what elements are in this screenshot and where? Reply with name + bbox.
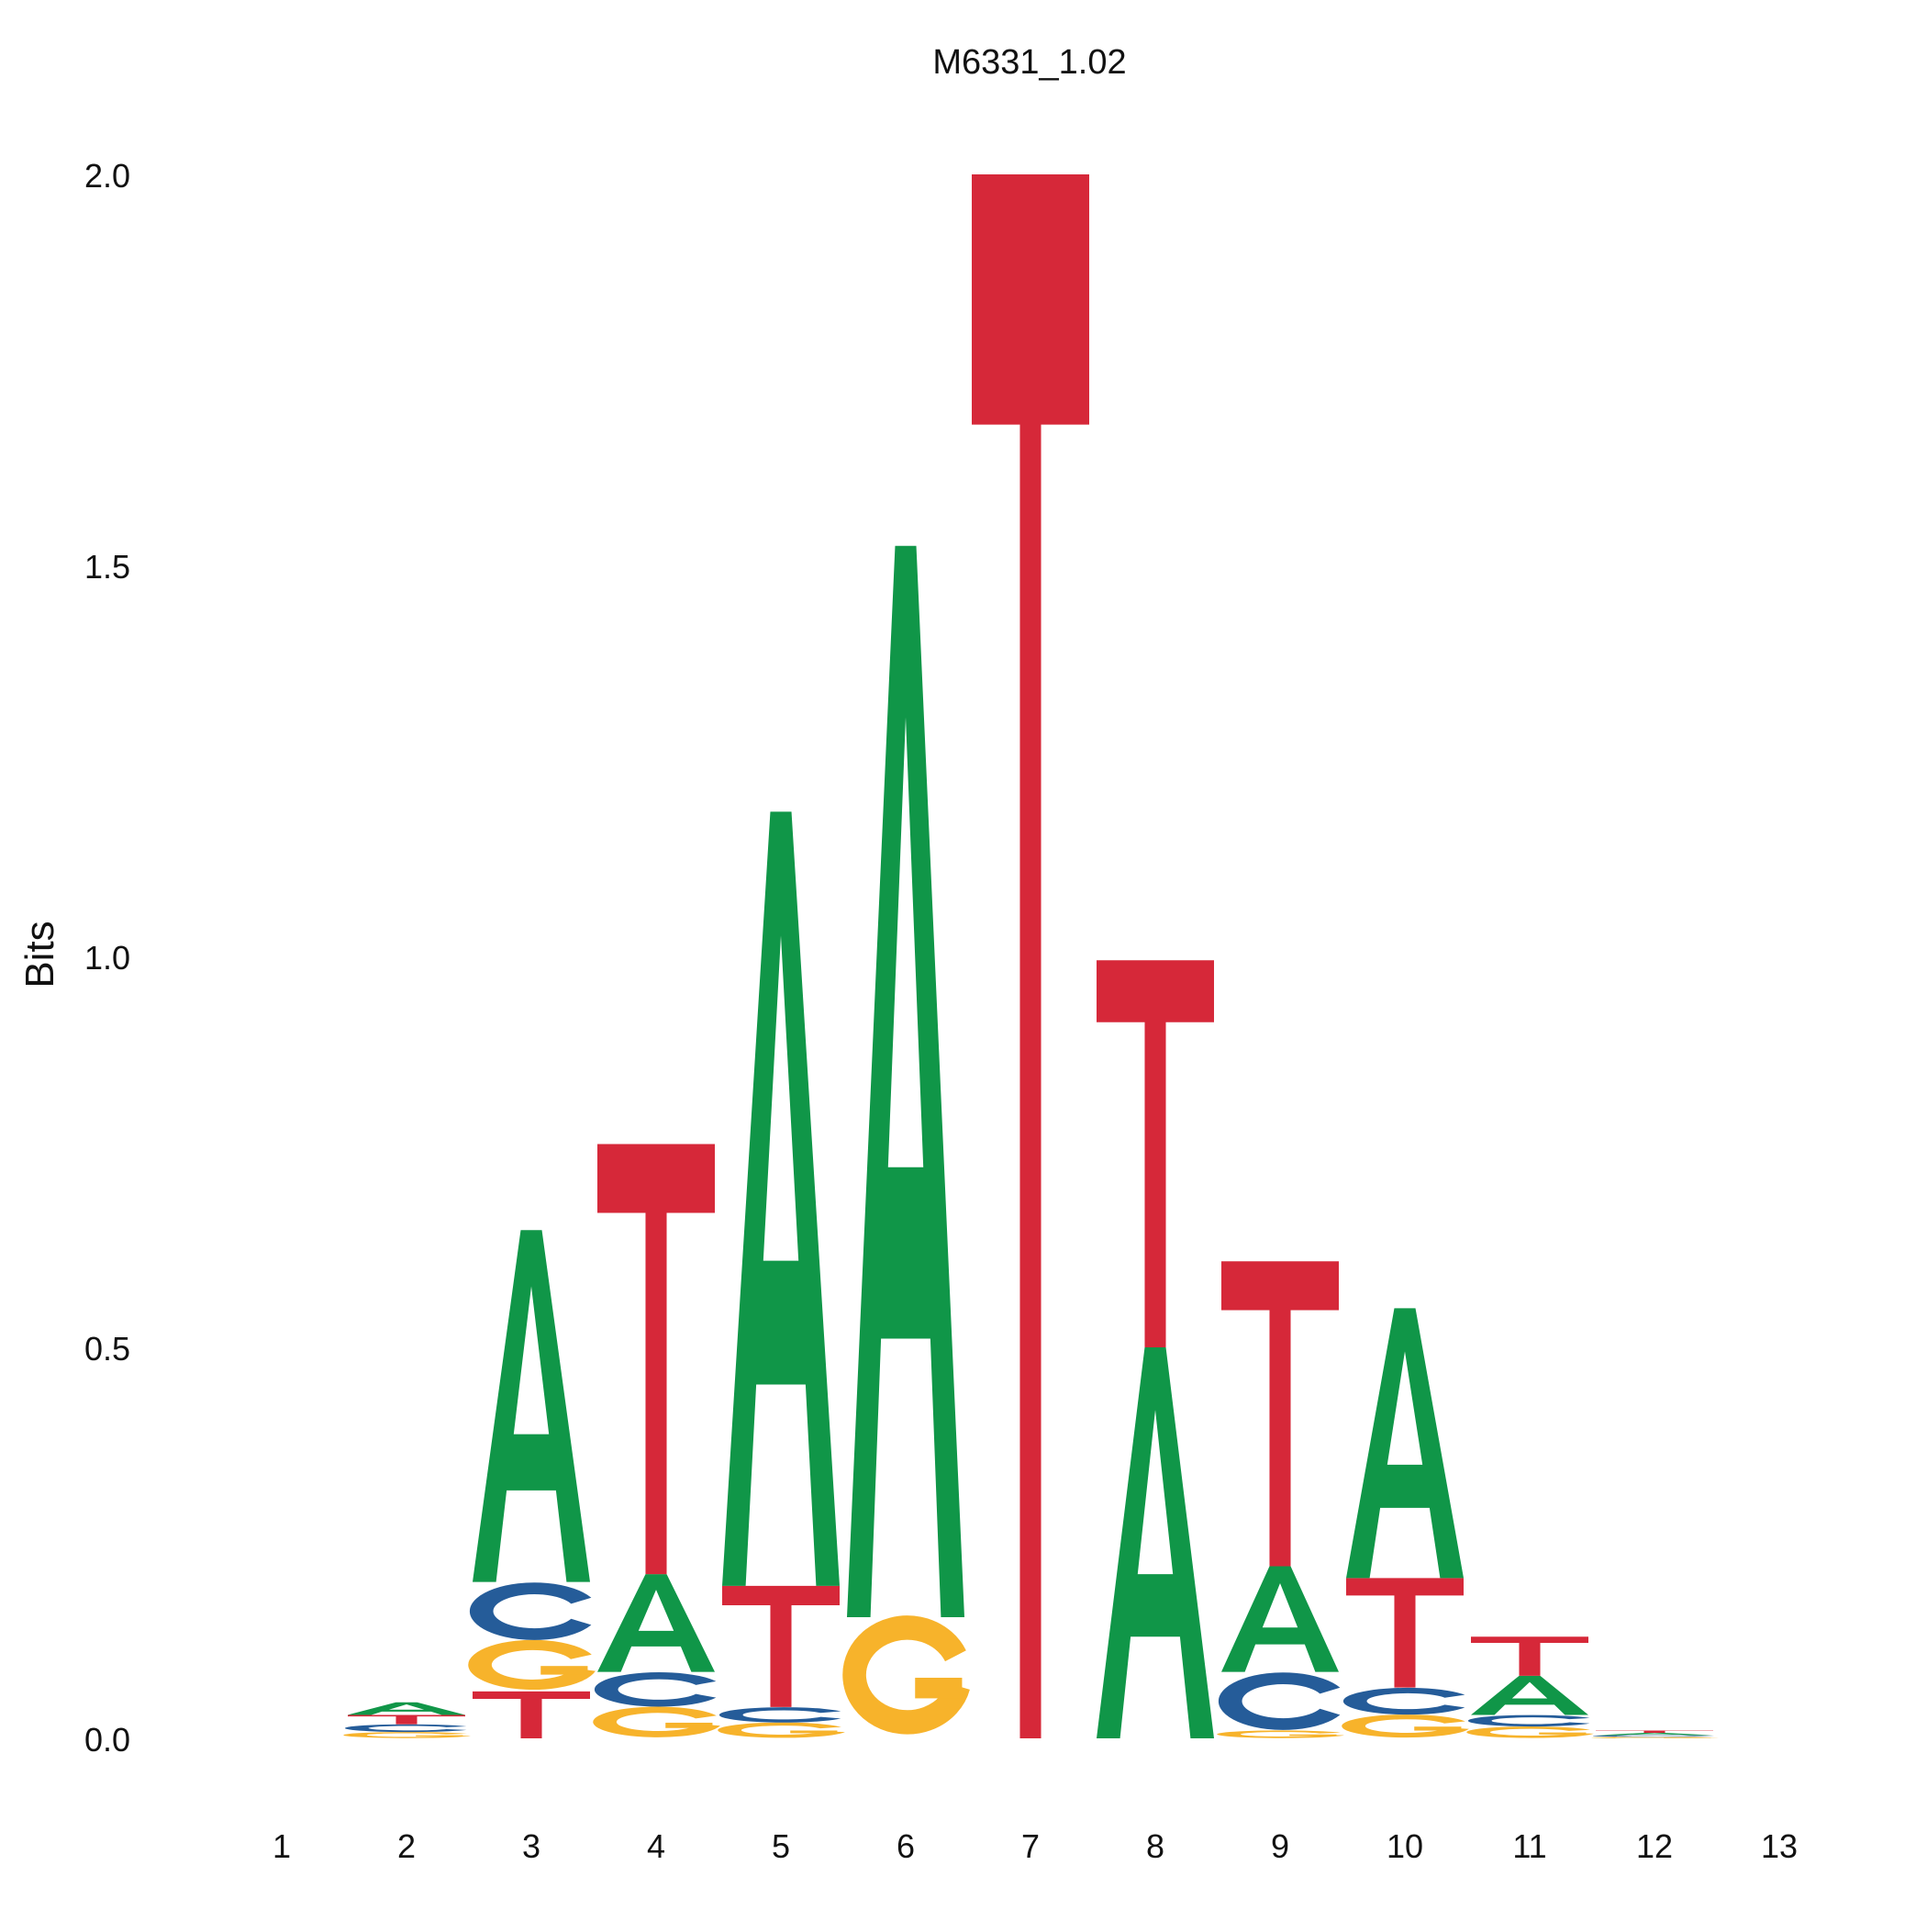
x-tick-label: 9 (1271, 1827, 1289, 1865)
logo-letter (1596, 1733, 1713, 1736)
letter-t-glyph (1346, 1578, 1464, 1687)
y-tick-label: 1.5 (84, 548, 130, 586)
letter-c-glyph (607, 1676, 707, 1703)
logo-letter (597, 1144, 715, 1574)
logo-letter (1480, 1716, 1580, 1725)
letter-a-glyph (847, 546, 964, 1617)
chart-title: M6331_1.02 (932, 43, 1126, 82)
letter-a-glyph (597, 1574, 715, 1672)
letter-t-glyph (722, 1586, 840, 1707)
logo-letter (473, 1692, 590, 1738)
logo-letter (972, 174, 1089, 1738)
x-tick-label: 4 (647, 1827, 665, 1865)
logo-letter (348, 1714, 465, 1724)
letter-c-glyph (731, 1709, 831, 1721)
letter-t-glyph (597, 1144, 715, 1574)
y-axis-ticks: 0.0 0.5 1.0 1.5 2.0 (84, 157, 130, 1759)
letter-a-glyph (1596, 1733, 1713, 1736)
letter-g-glyph (355, 1733, 462, 1737)
logo-letter (1221, 1261, 1339, 1566)
letter-g-glyph (605, 1710, 712, 1735)
x-tick-label: 12 (1636, 1827, 1673, 1865)
logo-letter (722, 1586, 840, 1707)
y-tick-label: 2.0 (84, 157, 130, 195)
letter-t-glyph (1097, 960, 1214, 1347)
y-tick-label: 0.5 (84, 1330, 130, 1368)
logo-letter (847, 546, 964, 1617)
letter-a-glyph (1097, 1347, 1214, 1738)
logo-letter (1353, 1717, 1461, 1736)
logo-letter (1478, 1727, 1586, 1737)
x-tick-label: 1 (273, 1827, 291, 1865)
logo-letter (731, 1709, 831, 1721)
letter-g-glyph (1229, 1731, 1336, 1737)
logo-letter (607, 1676, 707, 1703)
letter-g-glyph (480, 1645, 587, 1684)
letter-c-glyph (482, 1589, 582, 1635)
logo-letter (730, 1724, 837, 1736)
x-tick-label: 13 (1761, 1827, 1798, 1865)
letter-g-glyph (730, 1724, 837, 1736)
letter-a-glyph (1471, 1676, 1588, 1715)
letter-t-glyph (1596, 1730, 1713, 1733)
logo-letter (1221, 1567, 1339, 1672)
letter-c-glyph (1231, 1679, 1331, 1725)
letter-t-glyph (348, 1714, 465, 1724)
logo-letter (1355, 1691, 1455, 1712)
logo-glyphs (348, 174, 1713, 1738)
letter-t-glyph (473, 1692, 590, 1738)
letter-c-glyph (1355, 1691, 1455, 1712)
logo-letter (1229, 1731, 1336, 1737)
y-axis-label: Bits (17, 921, 62, 988)
letter-g-glyph (1353, 1717, 1461, 1736)
logo-letter (355, 1733, 462, 1737)
logo-letter (1596, 1730, 1713, 1733)
letter-a-glyph (473, 1230, 590, 1581)
logo-letter (722, 811, 840, 1585)
letter-c-glyph (357, 1725, 457, 1732)
letter-c-glyph (1480, 1716, 1580, 1725)
x-tick-label: 6 (897, 1827, 915, 1865)
logo-letter (1097, 960, 1214, 1347)
logo-letter (357, 1725, 457, 1732)
x-tick-label: 2 (397, 1827, 416, 1865)
letter-t-glyph (1471, 1636, 1588, 1676)
logo-letter (1471, 1636, 1588, 1676)
logo-letter (1097, 1347, 1214, 1738)
letter-a-glyph (722, 811, 840, 1585)
letter-a-glyph (1346, 1308, 1464, 1578)
logo-letter (473, 1230, 590, 1581)
x-tick-label: 8 (1146, 1827, 1164, 1865)
x-tick-label: 7 (1021, 1827, 1040, 1865)
y-tick-label: 1.0 (84, 939, 130, 977)
letter-t-glyph (1221, 1261, 1339, 1566)
logo-letter (480, 1645, 587, 1684)
logo-letter (1346, 1308, 1464, 1578)
x-tick-label: 10 (1387, 1827, 1423, 1865)
letter-a-glyph (1221, 1567, 1339, 1672)
x-tick-label: 11 (1512, 1827, 1546, 1865)
logo-letter (605, 1710, 712, 1735)
x-tick-label: 3 (522, 1827, 540, 1865)
logo-letter (348, 1703, 465, 1715)
logo-letter (597, 1574, 715, 1672)
letter-g-glyph (1478, 1727, 1586, 1737)
x-tick-label: 5 (772, 1827, 790, 1865)
logo-letter (1471, 1676, 1588, 1715)
letter-a-glyph (348, 1703, 465, 1715)
logo-letter (482, 1589, 582, 1635)
letter-c-glyph (1605, 1736, 1705, 1737)
letter-g-glyph (854, 1627, 962, 1722)
y-tick-label: 0.0 (84, 1721, 130, 1759)
logo-letter (1231, 1679, 1331, 1725)
logo-letter (854, 1627, 962, 1722)
logo-letter (1346, 1578, 1464, 1687)
logo-letter (1605, 1736, 1705, 1737)
letter-t-glyph (972, 174, 1089, 1738)
